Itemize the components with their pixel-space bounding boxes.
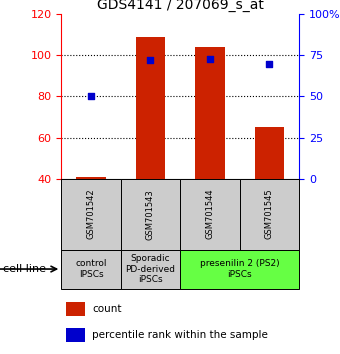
Point: [148, 57, 153, 63]
Bar: [180, 179, 240, 250]
Title: GDS4141 / 207069_s_at: GDS4141 / 207069_s_at: [97, 0, 264, 12]
Text: GSM701542: GSM701542: [86, 189, 96, 240]
Text: cell line: cell line: [3, 264, 46, 274]
Bar: [180, 250, 299, 289]
Bar: [76, 177, 106, 179]
Bar: [136, 37, 165, 179]
Text: GSM701543: GSM701543: [146, 189, 155, 240]
Text: GSM701545: GSM701545: [265, 189, 274, 240]
Bar: [66, 302, 85, 316]
Bar: [121, 250, 180, 289]
Bar: [61, 250, 121, 289]
Bar: [61, 179, 121, 250]
Text: Sporadic
PD-derived
iPSCs: Sporadic PD-derived iPSCs: [125, 254, 175, 284]
Point: [88, 94, 94, 99]
Bar: [195, 47, 225, 179]
Bar: [240, 179, 299, 250]
Point: [267, 61, 272, 67]
Point: [207, 56, 213, 62]
Text: percentile rank within the sample: percentile rank within the sample: [92, 330, 268, 340]
Text: control
IPSCs: control IPSCs: [75, 259, 107, 279]
Text: count: count: [92, 304, 122, 314]
Text: presenilin 2 (PS2)
iPSCs: presenilin 2 (PS2) iPSCs: [200, 259, 279, 279]
Bar: [66, 328, 85, 342]
Text: GSM701544: GSM701544: [205, 189, 215, 240]
Bar: [255, 127, 284, 179]
Bar: [121, 179, 180, 250]
